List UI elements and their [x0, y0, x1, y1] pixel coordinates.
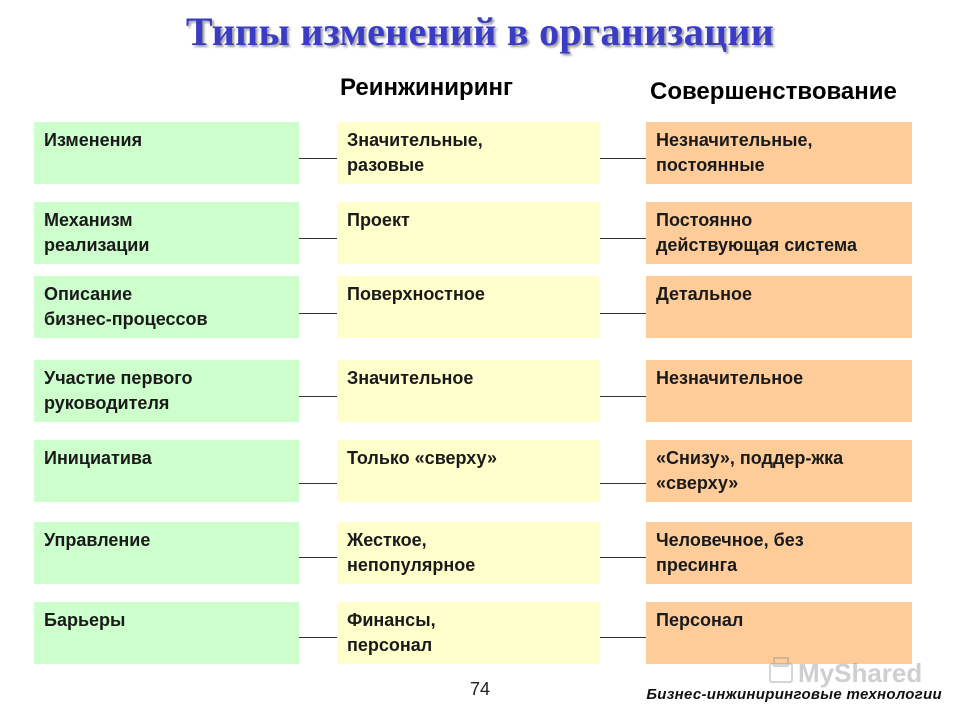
- improvement-box: Человечное, без пресинга: [646, 522, 912, 584]
- improvement-box: Незначительные, постоянные: [646, 122, 912, 184]
- connector-line: [600, 238, 646, 239]
- criterion-box: Описание бизнес-процессов: [34, 276, 299, 338]
- improvement-box: Незначительное: [646, 360, 912, 422]
- improvement-box: Постоянно действующая система: [646, 202, 912, 264]
- reengineering-box: Проект: [337, 202, 600, 264]
- connector-line: [299, 396, 337, 397]
- table-row: Изменения Значительные, разовые Незначитель…: [0, 122, 960, 184]
- watermark-text: MyShared: [798, 658, 922, 688]
- connector-line: [600, 637, 646, 638]
- reengineering-box: Жесткое, непопулярное: [337, 522, 600, 584]
- reengineering-box: Поверхностное: [337, 276, 600, 338]
- criterion-box: Механизм реализации: [34, 202, 299, 264]
- connector-line: [600, 483, 646, 484]
- reengineering-box: Только «сверху»: [337, 440, 600, 502]
- connector-line: [600, 557, 646, 558]
- table-row: Инициатива Только «сверху» «Снизу», поддер…: [0, 440, 960, 502]
- connector-line: [299, 313, 337, 314]
- improvement-box: Детальное: [646, 276, 912, 338]
- watermark-logo: MyShared: [769, 657, 922, 688]
- reengineering-box: Финансы, персонал: [337, 602, 600, 664]
- reengineering-box: Значительное: [337, 360, 600, 422]
- slide-title: Типы изменений в организации: [185, 9, 775, 54]
- connector-line: [299, 238, 337, 239]
- connector-line: [299, 483, 337, 484]
- improvement-box: Персонал: [646, 602, 912, 664]
- improvement-box: «Снизу», поддер-жка «сверху»: [646, 440, 912, 502]
- table-row: Описание бизнес-процессов Поверхностное Дет…: [0, 276, 960, 338]
- table-row: Управление Жесткое, непопулярное Человечное…: [0, 522, 960, 584]
- connector-line: [299, 557, 337, 558]
- table-row: Участие первого руководителя Значительное Н…: [0, 360, 960, 422]
- criterion-box: Изменения: [34, 122, 299, 184]
- criterion-box: Управление: [34, 522, 299, 584]
- column-header-improvement: Совершенствование: [650, 78, 897, 105]
- footer-text: Бизнес-инжиниринговые технологии: [646, 686, 942, 703]
- connector-line: [600, 396, 646, 397]
- criterion-box: Барьеры: [34, 602, 299, 664]
- table-row: Механизм реализации Проект Постоянно действу…: [0, 202, 960, 264]
- page-number: 74: [469, 679, 491, 699]
- reengineering-box: Значительные, разовые: [337, 122, 600, 184]
- connector-line: [600, 158, 646, 159]
- connector-line: [299, 637, 337, 638]
- criterion-box: Участие первого руководителя: [34, 360, 299, 422]
- column-header-reengineering: Реинжиниринг: [340, 74, 513, 101]
- criterion-box: Инициатива: [34, 440, 299, 502]
- table-row: Барьеры Финансы, персонал Персонал: [0, 602, 960, 664]
- connector-line: [299, 158, 337, 159]
- connector-line: [600, 313, 646, 314]
